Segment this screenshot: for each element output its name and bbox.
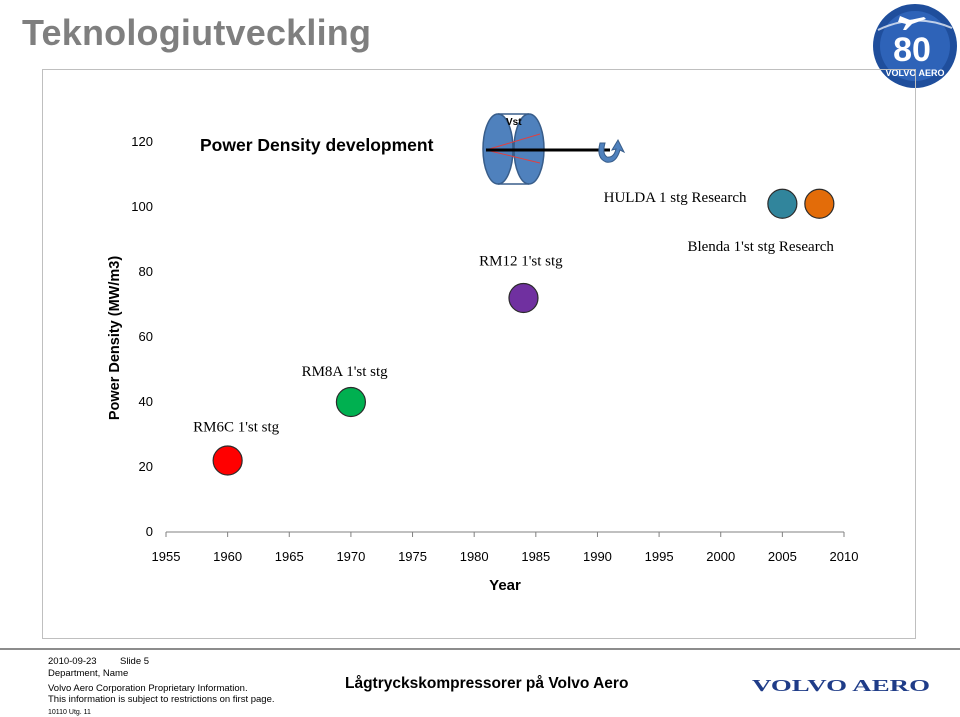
volvo-aero-brand-logo: VOLVO AERO <box>752 676 930 694</box>
point-label: HULDA 1 stg Research <box>604 190 747 206</box>
x-tick-label: 1980 <box>460 549 489 564</box>
data-point <box>767 188 798 219</box>
data-point <box>212 445 243 476</box>
y-tick-label: 20 <box>139 459 153 474</box>
point-label: RM12 1'st stg <box>479 254 563 270</box>
footer-proprietary: Volvo Aero Corporation Proprietary Infor… <box>48 683 248 694</box>
footer-restriction: This information is subject to restricti… <box>48 694 275 705</box>
chart-frame <box>42 69 916 639</box>
data-point <box>335 386 367 418</box>
chart-title: Power Density development <box>200 135 434 155</box>
y-tick-label: 120 <box>131 134 153 149</box>
y-axis-title: Power Density (MW/m3) <box>107 256 123 421</box>
point-label: Blenda 1'st stg Research <box>687 239 834 255</box>
y-tick-label: 0 <box>146 524 153 539</box>
volvo-aero-80-logo: 80 VOLVO AERO <box>873 4 957 88</box>
y-tick-label: 40 <box>139 394 153 409</box>
velocity-vector <box>485 133 541 151</box>
rotation-arrow-icon <box>598 138 626 163</box>
x-tick-label: 1955 <box>152 549 181 564</box>
x-tick-label: 1990 <box>583 549 612 564</box>
x-axis-title: Year <box>489 577 521 594</box>
x-tick-label: 2010 <box>830 549 859 564</box>
footer-slide-number: Slide 5 <box>120 656 150 667</box>
footer-department: Department, Name <box>48 668 129 679</box>
x-tick-label: 1965 <box>275 549 304 564</box>
point-label: RM8A 1'st stg <box>302 364 389 380</box>
x-tick-label: 2000 <box>706 549 735 564</box>
y-tick-label: 60 <box>139 329 153 344</box>
point-label: RM6C 1'st stg <box>193 419 280 435</box>
x-tick-label: 1970 <box>336 549 365 564</box>
velocity-vector <box>485 149 541 164</box>
slide-title: Teknologiutveckling <box>22 12 372 53</box>
data-point <box>804 188 835 219</box>
brand-text: VOLVO AERO <box>752 676 930 694</box>
footer-divider <box>0 648 960 650</box>
footer-presentation-title: Lågtryckskompressorer på Volvo Aero <box>345 675 629 692</box>
footer-date: 2010-09-23 <box>48 656 97 667</box>
data-point <box>508 282 539 314</box>
y-tick-label: 100 <box>131 199 153 214</box>
illustration-label: Vst <box>506 117 522 128</box>
logo-number: 80 <box>893 31 931 69</box>
x-tick-label: 1960 <box>213 549 242 564</box>
y-tick-label: 80 <box>139 264 153 279</box>
x-tick-label: 1995 <box>645 549 674 564</box>
fan-stage-illustration: Vst <box>482 113 626 185</box>
x-tick-label: 1975 <box>398 549 427 564</box>
x-tick-label: 1985 <box>521 549 550 564</box>
footer-form-number: 10110 Utg. 11 <box>48 709 91 716</box>
x-tick-label: 2005 <box>768 549 797 564</box>
